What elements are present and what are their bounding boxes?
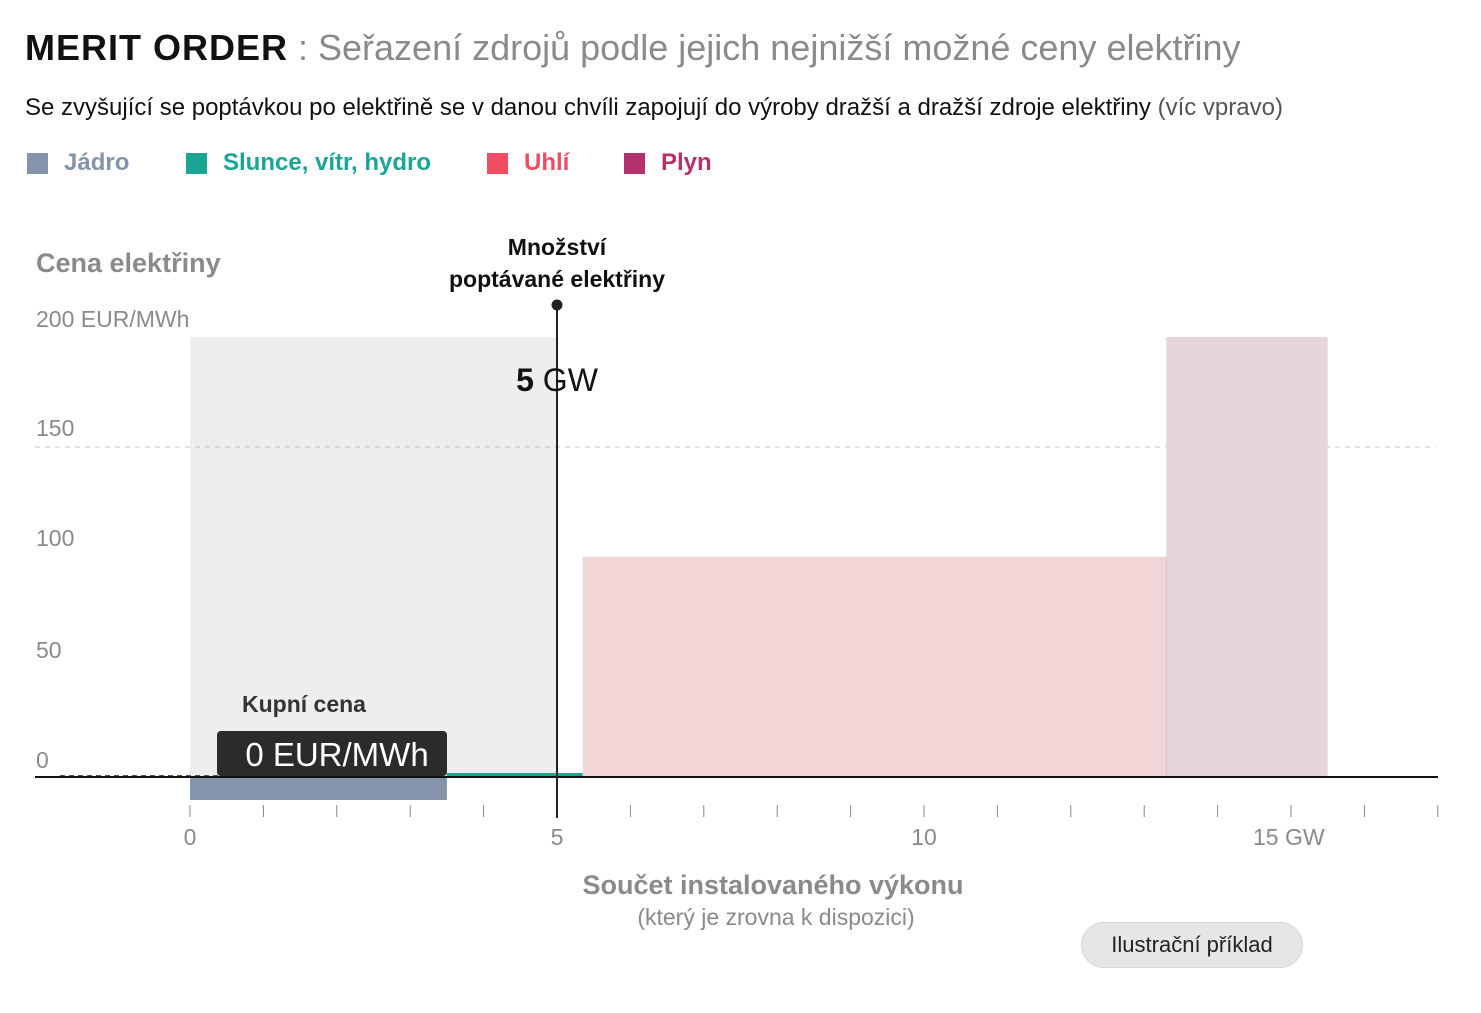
y-tick-label-200: 200 EUR/MWh [36,306,189,332]
demand-region [190,337,557,777]
bar-jadro [190,777,447,800]
y-tick-label-50: 50 [36,637,62,663]
legend-label-uhli: Uhlí [524,149,570,176]
clearing-price-value: 0 EUR/MWh [245,736,428,773]
price-annotation: Kupní cena 0 EUR/MWh [217,691,447,776]
clearing-price-box [217,731,447,776]
legend-label-jadro: Jádro [64,149,130,176]
legend-swatch-uhli [487,153,508,174]
x-tick-label-10: 10 [911,824,937,850]
title-subtitle: Seřazení zdrojů podle jejich nejnižší mo… [318,27,1241,68]
legend-swatch-obnovitelne [186,153,207,174]
x-axis-ticks [189,805,1439,817]
demand-value-unit: GW [534,362,599,398]
demand-value: 5 GW [516,362,599,398]
legend-label-plyn: Plyn [661,149,712,176]
demand-label-line1: Množství [508,234,608,260]
demand-label-line2: poptávané elektřiny [449,266,665,292]
chart-title: MERIT ORDER : Seřazení zdrojů podle jeji… [25,24,1241,72]
title-main: MERIT ORDER [25,27,288,68]
legend-swatch-plyn [624,153,645,174]
demand-dot [551,299,563,311]
bar-uhli [582,557,1167,777]
bar-plyn [1166,337,1328,777]
x-tick-label-5: 5 [551,824,564,850]
description-note: (víc vpravo) [1157,94,1283,121]
y-tick-label-0: 0 [36,747,49,773]
y-axis-title: Cena elektřiny [36,248,221,278]
clearing-price-label: Kupní cena [242,691,366,717]
axis-titles: Cena elektřiny Součet instalovaného výkon… [36,248,964,930]
demand-area [190,337,557,777]
description-text: Se zvyšující se poptávkou po elektřině s… [25,94,1158,121]
bar-obnovitelne [446,773,583,777]
series-bars [190,337,1328,800]
illustrative-badge: Ilustrační příklad [1081,922,1303,968]
x-axis-title: Součet instalovaného výkonu [582,870,963,900]
y-axis-labels: 200 EUR/MWh 150 100 50 0 [36,306,189,773]
legend-label-obnovitelne: Slunce, vítr, hydro [223,149,432,176]
x-tick-label-0: 0 [184,824,197,850]
x-tick-label-15: 15 GW [1253,824,1325,850]
chart-description: Se zvyšující se poptávkou po elektřině s… [25,92,1283,124]
title-separator: : [288,27,319,68]
demand-value-number: 5 [516,362,534,398]
x-axis-labels: 0 5 10 15 GW [184,824,1325,850]
y-tick-label-150: 150 [36,415,74,441]
legend-swatch-jadro [27,153,48,174]
y-tick-label-100: 100 [36,525,74,551]
demand-marker: Množství poptávané elektřiny 5 GW [449,234,665,818]
x-axis-subtitle: (který je zrovna k dispozici) [637,904,914,930]
